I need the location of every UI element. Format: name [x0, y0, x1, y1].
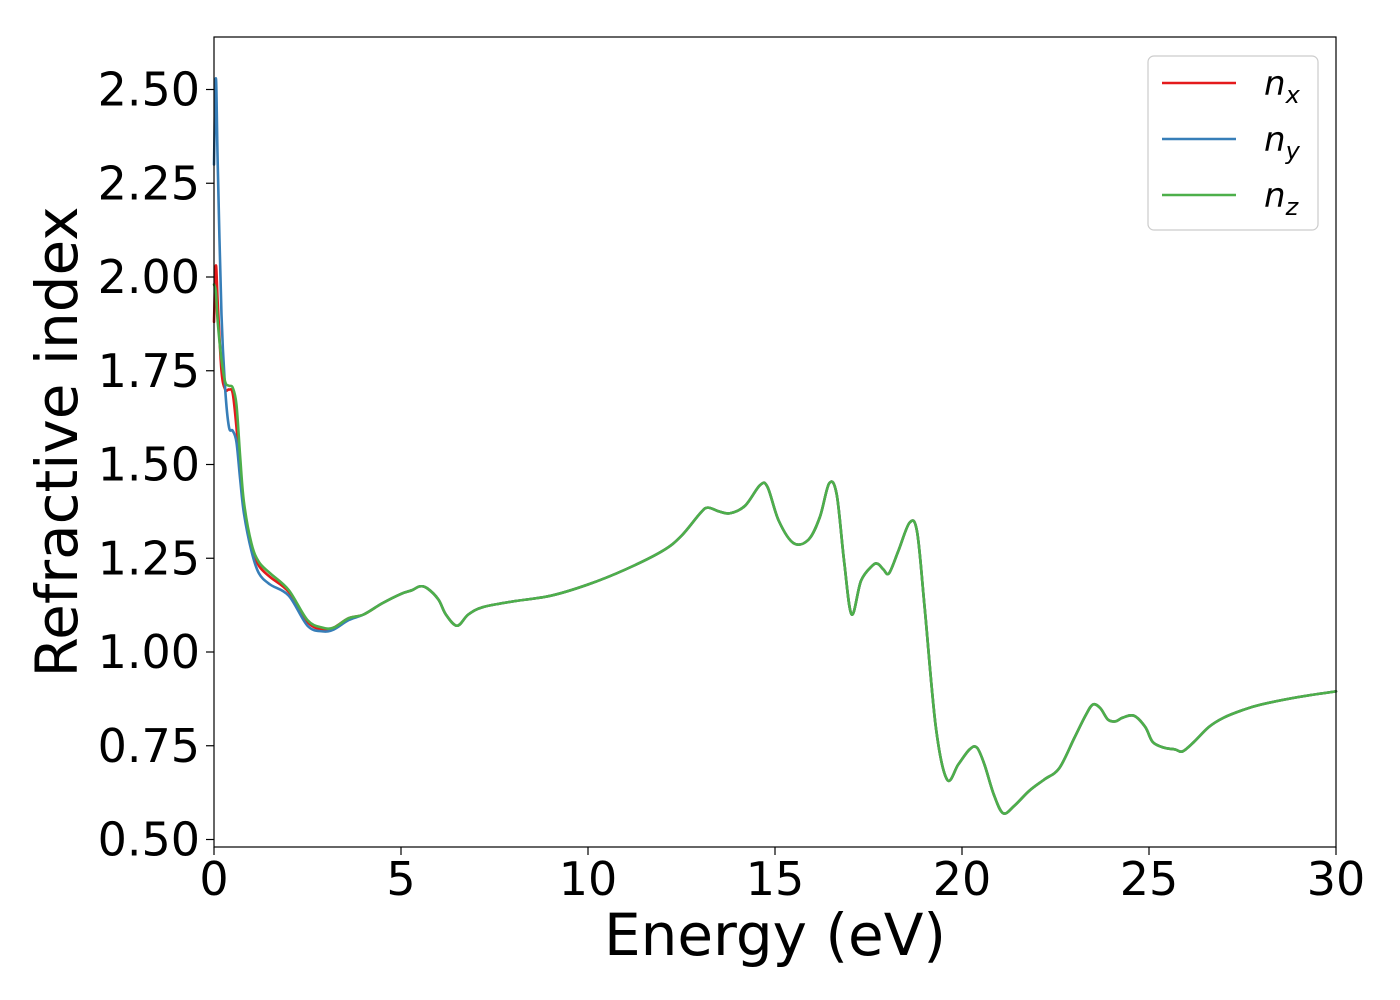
- x-tick-label: 30: [1307, 852, 1366, 906]
- legend-label-z: nz: [1264, 176, 1300, 221]
- legend-label-subscript: y: [1285, 137, 1301, 165]
- x-axis-ticks: 0 5 10 15 20 25 30: [199, 847, 1365, 906]
- x-tick-label: 10: [559, 852, 618, 906]
- y-axis-title: Refractive index: [23, 206, 91, 677]
- legend-label-main: n: [1264, 120, 1286, 160]
- legend-label-subscript: z: [1285, 193, 1300, 221]
- x-axis-title: Energy (eV): [604, 901, 946, 969]
- x-tick-label: 0: [199, 852, 228, 906]
- x-tick-label: 20: [933, 852, 992, 906]
- x-tick-label: 25: [1120, 852, 1179, 906]
- y-tick-label: 2.50: [98, 63, 200, 117]
- series-line-z: [212, 283, 1338, 815]
- y-tick-label: 2.25: [98, 156, 200, 210]
- x-tick-label: 15: [746, 852, 805, 906]
- y-axis-ticks: 0.50 0.75 1.00 1.25 1.50 1.75 2.00 2.25 2.50: [98, 63, 214, 867]
- y-tick-label: 1.50: [98, 438, 200, 492]
- y-tick-label: 1.00: [98, 625, 200, 679]
- legend-label-subscript: x: [1285, 81, 1301, 109]
- y-tick-label: 0.75: [98, 719, 200, 773]
- series-lines: [212, 76, 1338, 815]
- legend-label-main: n: [1264, 64, 1286, 104]
- x-tick-label: 5: [386, 852, 415, 906]
- legend-label-y: ny: [1264, 120, 1301, 165]
- legend-label-x: nx: [1264, 64, 1301, 109]
- legend-box: [1147, 55, 1319, 231]
- legend-label-main: n: [1264, 176, 1286, 216]
- y-tick-label: 1.75: [98, 344, 200, 398]
- y-tick-label: 1.25: [98, 531, 200, 585]
- y-tick-label: 2.00: [98, 250, 200, 304]
- y-tick-label: 0.50: [98, 813, 200, 867]
